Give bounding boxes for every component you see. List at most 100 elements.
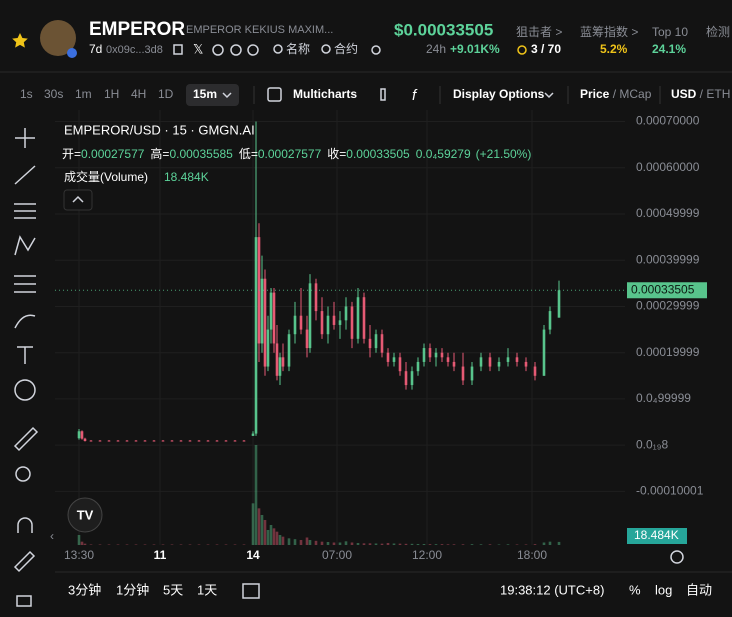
candle-body <box>422 348 426 362</box>
volume-box <box>627 528 687 544</box>
log-toggle[interactable]: log <box>655 582 672 597</box>
candle-body <box>134 440 138 442</box>
display-options[interactable]: Display Options <box>453 87 545 101</box>
y-tick-label: -0.00010001 <box>636 484 704 498</box>
price-mode[interactable]: Price / MCap <box>580 87 652 101</box>
volume-bar <box>497 544 501 545</box>
calendar-icon[interactable] <box>242 583 260 599</box>
candle-body <box>314 283 318 312</box>
stat-label[interactable]: 狙击者 > <box>516 25 562 39</box>
stat-label[interactable]: 蓝筹指数 > <box>580 24 638 39</box>
selected-interval[interactable]: 15m <box>193 87 217 101</box>
range-button[interactable]: 1分钟 <box>116 582 149 597</box>
search-icon[interactable] <box>273 44 283 54</box>
volume-bar <box>404 543 408 545</box>
volume-bar <box>470 544 474 545</box>
favorite-star[interactable] <box>12 33 28 48</box>
percent-toggle[interactable]: % <box>629 582 641 597</box>
y-tick-label: 0.00060000 <box>636 160 700 174</box>
candle-body <box>461 366 465 381</box>
name-link[interactable]: 名称 <box>286 41 310 56</box>
multicharts[interactable]: Multicharts <box>293 87 357 101</box>
copy-icon[interactable] <box>173 44 183 55</box>
candle-body <box>242 440 246 442</box>
volume-bar <box>326 542 330 545</box>
volume-bar <box>269 525 273 545</box>
pattern-tool[interactable] <box>14 235 36 256</box>
candle-body <box>83 438 87 441</box>
interval[interactable]: 4H <box>131 87 146 101</box>
selected-interval-bg[interactable] <box>186 84 239 106</box>
interval[interactable]: 1D <box>158 87 174 101</box>
volume-bar <box>440 544 444 545</box>
volume-bar <box>197 544 201 545</box>
volume-bar <box>533 544 537 545</box>
candle-body <box>263 278 267 367</box>
share-icon[interactable] <box>371 45 381 55</box>
text-tool[interactable] <box>17 346 33 364</box>
add-icon[interactable] <box>267 87 282 102</box>
telegram-icon[interactable] <box>212 44 224 56</box>
y-tick-label: 0.0₄99999 <box>636 391 691 405</box>
volume-bar <box>398 543 402 545</box>
magnet-tool[interactable] <box>17 517 33 533</box>
pump-icon[interactable] <box>247 44 259 56</box>
crosshair-tool[interactable] <box>15 128 35 148</box>
emoji-tool[interactable] <box>14 379 36 401</box>
y-tick-label: 0.00070000 <box>636 114 700 128</box>
volume-bar <box>125 544 129 545</box>
lock-tool[interactable] <box>16 595 32 607</box>
candle-body <box>275 343 279 376</box>
volume-bar <box>257 508 261 545</box>
x-icon[interactable]: 𝕏 <box>193 41 203 56</box>
volume-bar <box>260 515 264 545</box>
zoom-tool[interactable] <box>15 466 31 482</box>
volume-bar <box>275 531 279 545</box>
candle-type-icon[interactable] <box>380 88 386 101</box>
stat-label: Top 10 <box>652 25 688 39</box>
interval[interactable]: 1H <box>104 87 119 101</box>
token-address[interactable]: 0x09c...3d8 <box>106 44 163 56</box>
candle-body <box>98 440 102 442</box>
currency[interactable]: USD / ETH <box>671 87 730 101</box>
tv-logo[interactable] <box>67 497 103 533</box>
auto-toggle[interactable]: 自动 <box>686 582 712 597</box>
candle-body <box>416 361 420 372</box>
search-icon[interactable] <box>321 44 331 54</box>
lock-draw-tool[interactable] <box>13 550 36 573</box>
ruler-tool[interactable] <box>13 426 39 452</box>
volume-bar <box>506 544 510 545</box>
fib-tool[interactable] <box>14 203 36 219</box>
candle-body <box>254 237 258 434</box>
range-button[interactable]: 5天 <box>163 582 183 597</box>
volume-bar <box>281 536 285 545</box>
collapse-arrow[interactable]: ‹ <box>50 529 54 543</box>
candle-body <box>287 334 291 367</box>
contract-link[interactable]: 合约 <box>334 41 358 56</box>
candle-body <box>170 440 174 442</box>
interval[interactable]: 1s <box>20 87 33 101</box>
candle-body <box>269 292 273 330</box>
indicators-icon[interactable]: f <box>412 87 418 104</box>
web-icon[interactable] <box>230 44 242 56</box>
brush-tool[interactable] <box>14 314 36 329</box>
line-tool[interactable] <box>14 165 36 185</box>
candle-body <box>143 440 147 442</box>
volume-bar <box>386 543 390 545</box>
settings-icon[interactable] <box>670 550 684 564</box>
volume-bar <box>224 544 228 545</box>
volume-bar <box>98 544 102 545</box>
volume-bar <box>356 543 360 545</box>
candle-body <box>356 297 360 339</box>
interval[interactable]: 30s <box>44 87 63 101</box>
range-button[interactable]: 3分钟 <box>68 582 101 597</box>
range-button[interactable]: 1天 <box>197 582 217 597</box>
y-tick-label: 0.00029999 <box>636 299 700 313</box>
stat-label: 检测 <box>706 24 730 39</box>
projection-tool[interactable] <box>14 275 36 293</box>
collapse-legend[interactable] <box>63 189 93 211</box>
volume-bar <box>422 544 426 545</box>
candle-body <box>497 361 501 367</box>
candle-body <box>515 357 519 362</box>
interval[interactable]: 1m <box>75 87 92 101</box>
